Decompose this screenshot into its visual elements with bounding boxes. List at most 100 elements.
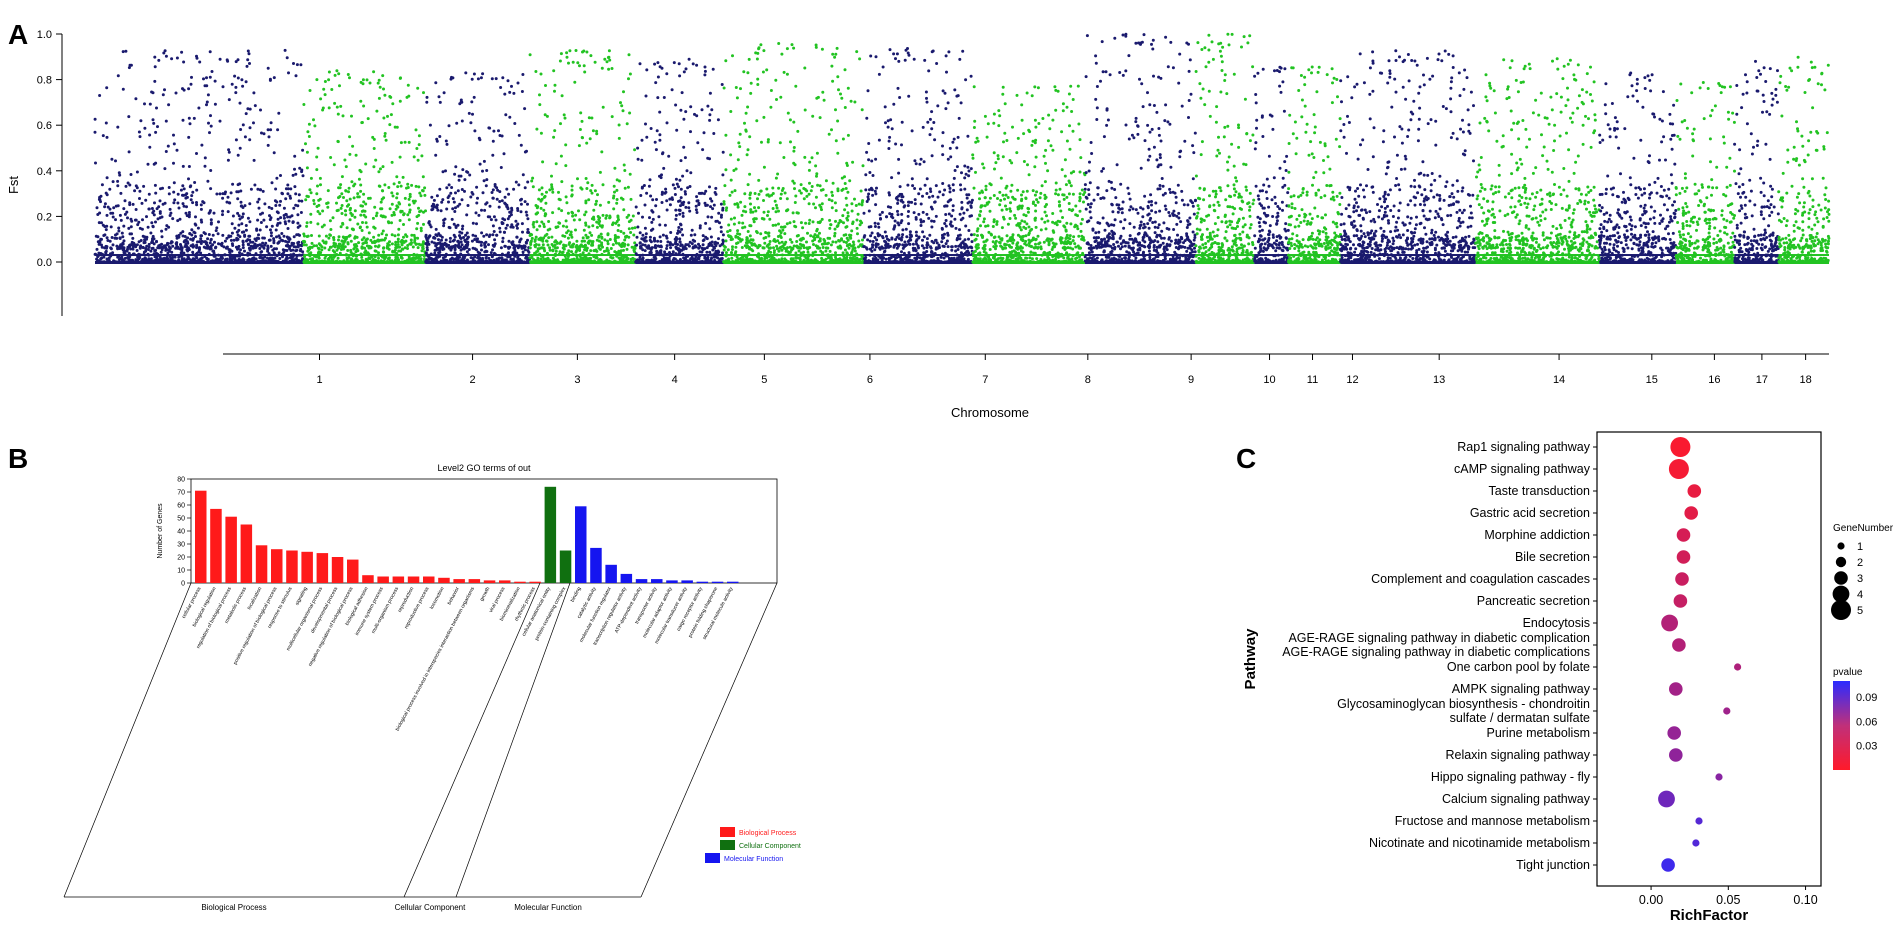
manhattan-point — [328, 255, 332, 259]
manhattan-point — [111, 215, 115, 219]
manhattan-point — [448, 240, 452, 244]
manhattan-point — [595, 199, 598, 203]
manhattan-point — [510, 206, 514, 210]
manhattan-point — [221, 196, 225, 200]
manhattan-point — [669, 246, 673, 250]
manhattan-point — [702, 192, 706, 196]
manhattan-point — [139, 244, 143, 248]
manhattan-point — [589, 249, 593, 253]
manhattan-point — [117, 258, 121, 262]
manhattan-point — [186, 249, 190, 253]
manhattan-point — [504, 226, 508, 230]
manhattan-point — [186, 241, 190, 245]
manhattan-point — [785, 72, 789, 76]
manhattan-point — [551, 248, 555, 252]
manhattan-point — [828, 249, 832, 253]
manhattan-point — [732, 222, 736, 226]
manhattan-point — [721, 251, 724, 255]
manhattan-point — [399, 141, 403, 145]
manhattan-point — [140, 201, 144, 205]
manhattan-point — [233, 74, 237, 78]
manhattan-peak-point — [790, 43, 794, 47]
manhattan-point — [246, 107, 250, 111]
manhattan-point — [328, 245, 332, 249]
manhattan-point — [147, 242, 151, 246]
manhattan-point — [704, 221, 708, 225]
manhattan-point — [665, 199, 669, 203]
manhattan-baseline-band — [529, 261, 636, 264]
manhattan-point — [215, 226, 219, 230]
manhattan-point — [517, 183, 521, 187]
manhattan-point — [550, 187, 554, 191]
manhattan-point — [467, 111, 471, 115]
manhattan-point — [420, 154, 424, 158]
manhattan-point — [168, 214, 172, 217]
manhattan-point — [746, 148, 750, 152]
manhattan-point — [658, 245, 662, 248]
manhattan-point — [316, 246, 320, 250]
manhattan-point — [343, 245, 347, 249]
manhattan-point — [615, 198, 619, 201]
manhattan-point — [225, 200, 229, 204]
manhattan-point — [679, 196, 683, 200]
manhattan-point — [218, 192, 222, 196]
manhattan-point — [665, 208, 669, 212]
manhattan-baseline-band — [95, 261, 304, 264]
manhattan-point — [374, 244, 377, 248]
manhattan-chromosome-6-points — [722, 42, 865, 264]
manhattan-peak-point — [481, 72, 485, 76]
manhattan-point — [855, 218, 859, 222]
manhattan-point — [347, 256, 351, 259]
manhattan-point — [227, 98, 231, 102]
manhattan-point — [233, 226, 237, 230]
manhattan-point — [493, 183, 497, 186]
manhattan-point — [749, 248, 753, 251]
manhattan-point — [370, 255, 374, 259]
manhattan-point — [799, 191, 803, 195]
manhattan-point — [449, 245, 453, 249]
manhattan-point — [231, 214, 235, 218]
manhattan-point — [478, 138, 482, 142]
manhattan-point — [859, 219, 862, 223]
manhattan-point — [541, 243, 545, 247]
manhattan-point — [138, 226, 142, 230]
manhattan-point — [425, 100, 429, 104]
manhattan-point — [805, 240, 808, 244]
manhattan-point — [172, 201, 176, 205]
manhattan-point — [905, 235, 909, 239]
manhattan-point — [654, 148, 658, 152]
manhattan-point — [304, 243, 308, 247]
manhattan-point — [944, 213, 948, 216]
manhattan-point — [292, 62, 295, 65]
manhattan-point — [129, 173, 133, 176]
manhattan-point — [149, 257, 153, 261]
manhattan-point — [831, 194, 834, 197]
manhattan-point — [406, 244, 410, 247]
manhattan-point — [165, 243, 169, 247]
manhattan-point — [857, 239, 861, 243]
manhattan-point — [516, 207, 520, 210]
manhattan-point — [590, 241, 594, 245]
manhattan-point — [829, 255, 833, 259]
manhattan-point — [318, 212, 322, 216]
manhattan-point — [792, 120, 796, 124]
manhattan-point — [903, 240, 907, 244]
manhattan-point — [540, 186, 544, 190]
manhattan-point — [208, 75, 212, 79]
manhattan-point — [308, 89, 312, 92]
manhattan-point — [630, 226, 634, 230]
manhattan-point — [145, 244, 149, 248]
manhattan-point — [815, 227, 819, 231]
manhattan-point — [347, 190, 350, 194]
manhattan-point — [841, 251, 845, 255]
manhattan-point — [399, 256, 403, 260]
manhattan-point — [538, 93, 541, 97]
manhattan-point — [613, 166, 617, 170]
manhattan-point — [633, 148, 637, 152]
manhattan-point — [907, 222, 911, 226]
manhattan-point — [207, 211, 211, 215]
panel-a-letter: A — [8, 19, 28, 50]
manhattan-point — [554, 249, 558, 253]
manhattan-point — [191, 190, 195, 194]
manhattan-point — [284, 187, 288, 191]
